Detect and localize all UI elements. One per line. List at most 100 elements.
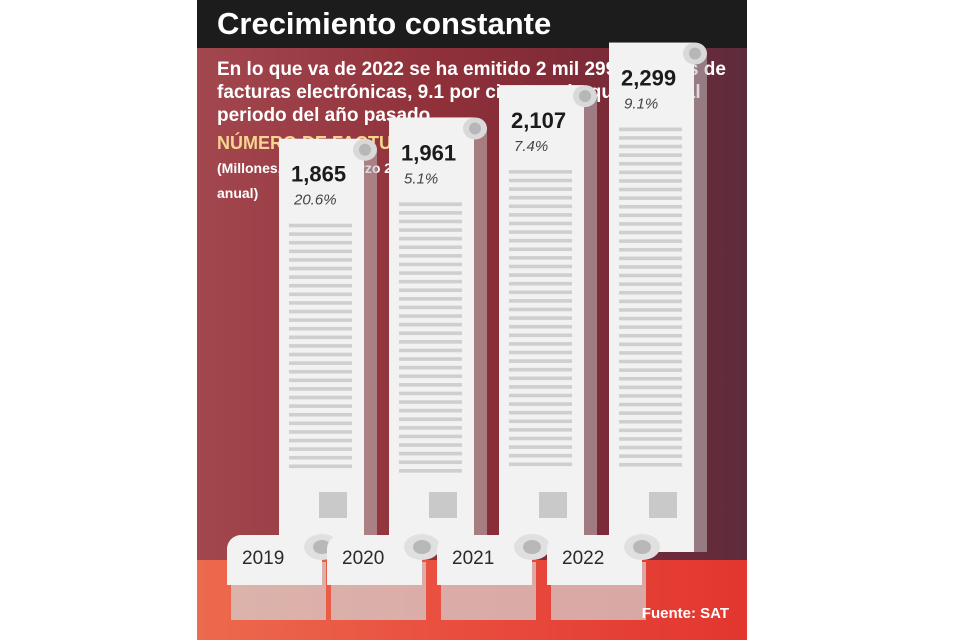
text-line	[619, 342, 682, 347]
variation-label: 7.4%	[514, 138, 548, 155]
bar-group-2021: 2,107 7.4%	[499, 85, 597, 552]
strip-curl-inner	[633, 540, 651, 554]
text-line	[619, 402, 682, 407]
text-line	[619, 368, 682, 372]
text-line	[619, 230, 682, 235]
text-line	[509, 307, 572, 312]
text-line	[619, 462, 682, 467]
text-line	[619, 265, 682, 269]
text-line	[619, 299, 682, 304]
text-line	[289, 326, 352, 331]
text-line	[399, 383, 462, 387]
text-line	[289, 430, 352, 434]
text-line	[619, 359, 682, 364]
text-line	[399, 202, 462, 207]
text-line	[399, 451, 462, 456]
text-line	[509, 445, 572, 449]
year-strip-2020: 2020	[327, 534, 440, 620]
text-line	[289, 335, 352, 340]
text-line	[619, 385, 682, 390]
text-line	[289, 361, 352, 365]
text-line	[289, 387, 352, 391]
text-line	[619, 273, 682, 278]
year-label: 2020	[342, 548, 384, 569]
bar-shadow	[474, 127, 487, 553]
bar-group-2019: 1,865 20.6%	[279, 138, 377, 552]
strip-bottom	[437, 560, 532, 585]
text-line	[509, 290, 572, 295]
text-line	[399, 365, 462, 370]
value-label: 1,865	[291, 162, 346, 187]
year-strip-2021: 2021	[437, 534, 550, 620]
text-line	[509, 247, 572, 252]
text-line	[289, 275, 352, 279]
text-line	[289, 455, 352, 460]
year-label: 2021	[452, 548, 494, 569]
bar-shadow	[364, 148, 377, 552]
text-line	[399, 469, 462, 473]
text-line	[619, 454, 682, 458]
value-label: 2,107	[511, 108, 566, 133]
text-line	[289, 266, 352, 271]
text-line	[509, 221, 572, 226]
bar-shadow	[694, 52, 707, 553]
value-label: 2,299	[621, 66, 676, 91]
text-line	[619, 256, 682, 261]
text-line	[399, 288, 462, 293]
text-line	[289, 301, 352, 305]
barcode-square	[319, 492, 347, 518]
text-line	[509, 436, 572, 441]
text-line	[399, 408, 462, 413]
bar-curl-inner	[579, 90, 591, 103]
text-line	[619, 290, 682, 295]
text-line	[619, 428, 682, 433]
description-text: En lo que va de 2022 se ha emitido 2 mil…	[217, 59, 726, 126]
text-line	[509, 204, 572, 209]
text-line	[289, 438, 352, 443]
year-label: 2022	[562, 548, 604, 569]
text-line	[399, 391, 462, 396]
text-line	[399, 314, 462, 318]
text-line	[399, 279, 462, 284]
text-line	[509, 170, 572, 174]
bar-curl-inner	[469, 122, 481, 135]
text-line	[289, 283, 352, 288]
text-line	[509, 367, 572, 372]
text-line	[289, 395, 352, 400]
text-line	[619, 394, 682, 398]
source-note: Fuente: SAT	[641, 605, 729, 622]
bar-curl-inner	[689, 47, 701, 60]
text-line	[399, 348, 462, 353]
bar-curl-inner	[359, 143, 371, 156]
text-line	[619, 316, 682, 321]
text-line	[399, 305, 462, 310]
text-line	[399, 271, 462, 275]
text-line	[509, 410, 572, 415]
strip-bottom	[547, 560, 642, 585]
text-line	[509, 453, 572, 458]
text-line	[619, 170, 682, 175]
text-line	[399, 357, 462, 361]
text-line	[509, 376, 572, 381]
text-line	[399, 236, 462, 241]
strip-bottom	[327, 560, 422, 585]
text-line	[619, 127, 682, 132]
text-line	[289, 258, 352, 262]
text-line	[509, 350, 572, 355]
bar-group-2022: 2,299 9.1%	[609, 42, 707, 553]
text-line	[509, 393, 572, 398]
year-label: 2019	[242, 548, 284, 569]
text-line	[289, 352, 352, 357]
text-line	[399, 434, 462, 439]
text-line	[399, 331, 462, 336]
text-line	[399, 211, 462, 215]
text-line	[619, 204, 682, 209]
bar	[609, 42, 694, 553]
text-line	[619, 144, 682, 149]
text-line	[399, 262, 462, 267]
text-line	[619, 239, 682, 243]
text-line	[509, 428, 572, 432]
text-line	[509, 402, 572, 406]
text-line	[289, 369, 352, 374]
text-line	[509, 213, 572, 217]
